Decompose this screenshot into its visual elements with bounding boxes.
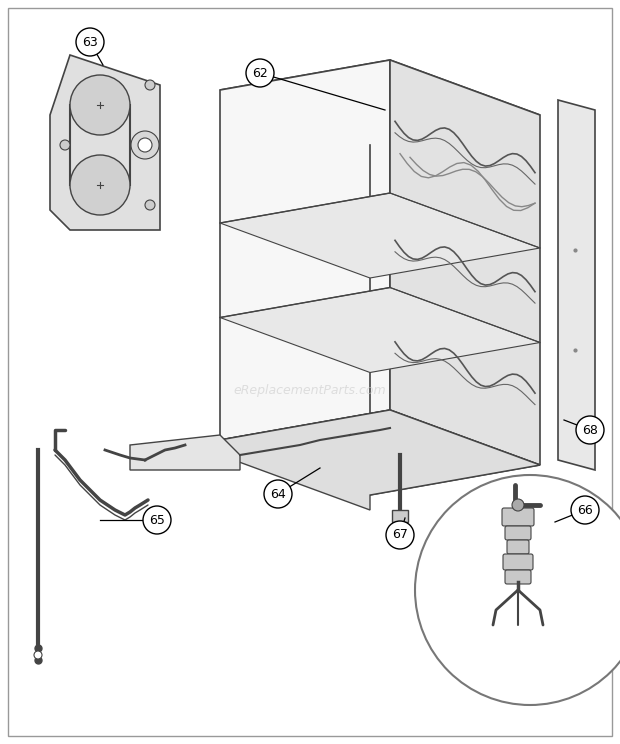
Polygon shape [220, 287, 540, 373]
Circle shape [131, 131, 159, 159]
Text: eReplacementParts.com: eReplacementParts.com [234, 383, 386, 397]
Circle shape [88, 173, 112, 197]
Circle shape [415, 475, 620, 705]
Polygon shape [220, 410, 540, 510]
Circle shape [576, 416, 604, 444]
Text: 66: 66 [577, 504, 593, 516]
FancyBboxPatch shape [505, 526, 531, 540]
Circle shape [143, 506, 171, 534]
Polygon shape [220, 60, 540, 145]
Bar [392, 510, 408, 522]
FancyBboxPatch shape [503, 554, 533, 570]
Circle shape [246, 59, 274, 87]
Polygon shape [558, 100, 595, 470]
Text: 65: 65 [149, 513, 165, 527]
Circle shape [386, 521, 414, 549]
Circle shape [512, 499, 524, 511]
Circle shape [60, 140, 70, 150]
FancyBboxPatch shape [507, 540, 529, 554]
Polygon shape [390, 60, 540, 465]
Circle shape [88, 93, 112, 117]
Text: 63: 63 [82, 36, 98, 48]
Circle shape [70, 75, 130, 135]
Circle shape [34, 651, 42, 659]
Text: 64: 64 [270, 487, 286, 501]
Circle shape [70, 155, 130, 215]
Text: 67: 67 [392, 528, 408, 542]
Text: 68: 68 [582, 423, 598, 437]
Circle shape [264, 480, 292, 508]
Circle shape [145, 200, 155, 210]
Circle shape [138, 138, 152, 152]
Circle shape [76, 28, 104, 56]
Circle shape [78, 163, 122, 207]
Text: 62: 62 [252, 66, 268, 80]
Polygon shape [220, 60, 390, 440]
FancyBboxPatch shape [505, 570, 531, 584]
Polygon shape [220, 193, 540, 278]
Circle shape [145, 80, 155, 90]
Polygon shape [50, 55, 160, 230]
Polygon shape [220, 410, 540, 495]
Circle shape [571, 496, 599, 524]
FancyBboxPatch shape [502, 508, 534, 526]
Circle shape [78, 83, 122, 127]
Polygon shape [130, 435, 240, 470]
